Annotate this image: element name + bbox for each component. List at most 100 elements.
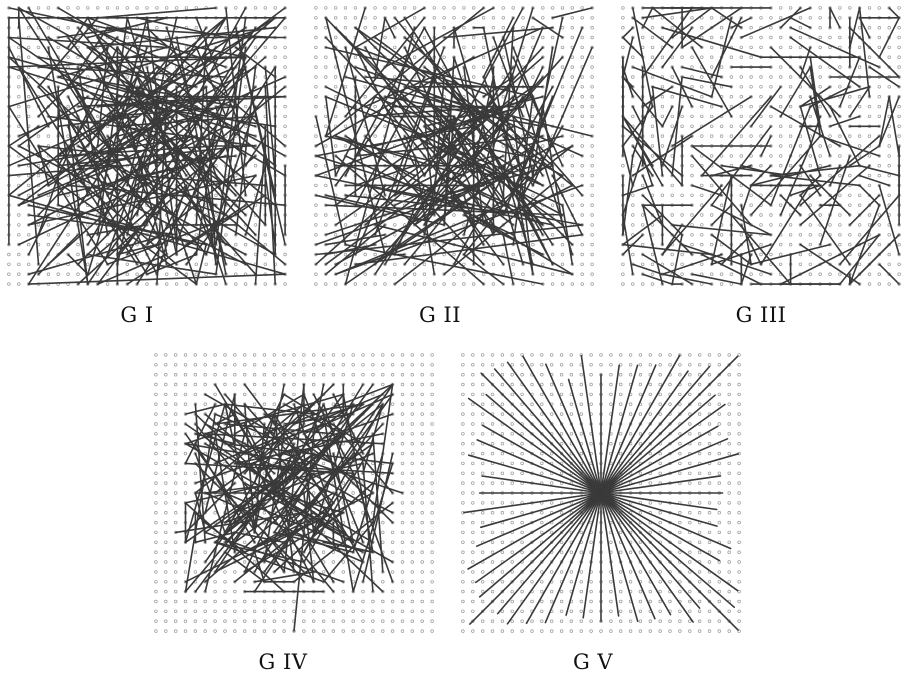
edge [632, 7, 654, 108]
edge [423, 95, 544, 128]
edge [215, 17, 247, 246]
edge [622, 76, 664, 128]
edge [8, 125, 40, 147]
edge [730, 214, 792, 285]
edge [354, 46, 495, 98]
edge [344, 26, 416, 285]
edge [779, 66, 812, 118]
spoke [600, 364, 657, 494]
edge [273, 452, 374, 494]
graph-g1 [7, 6, 287, 286]
edge [325, 224, 386, 276]
edge [362, 462, 374, 593]
edge [532, 184, 574, 206]
edge [661, 26, 693, 68]
spoke [485, 393, 602, 494]
edge [235, 66, 257, 236]
edge [194, 531, 236, 544]
edge [542, 105, 564, 226]
edge [463, 253, 505, 285]
edge [27, 273, 286, 285]
edge [710, 7, 743, 29]
spoke [600, 492, 718, 527]
edge [96, 253, 168, 285]
edge [37, 86, 158, 216]
edge [194, 413, 394, 484]
edge [195, 194, 227, 285]
edge [315, 125, 475, 157]
edge [325, 234, 386, 246]
edge [622, 36, 644, 59]
edge [512, 115, 584, 197]
edge [661, 105, 683, 167]
graph-g2 [314, 6, 594, 286]
edge [315, 56, 475, 147]
edge [423, 105, 524, 137]
edge [532, 46, 554, 177]
edge [632, 145, 654, 177]
edge [224, 442, 394, 465]
edge [799, 164, 871, 226]
edge [413, 135, 485, 206]
edge [184, 403, 226, 544]
edge [433, 164, 485, 206]
edge [325, 95, 337, 177]
spoke [600, 438, 729, 494]
edge [760, 184, 812, 266]
edge [204, 492, 364, 563]
edge [354, 234, 584, 266]
edge [740, 7, 812, 39]
edge [809, 95, 831, 157]
edge [829, 115, 861, 128]
graph-g5 [461, 353, 741, 633]
edge [750, 164, 831, 187]
edge [681, 7, 743, 49]
edge [849, 204, 881, 285]
edge [463, 56, 544, 128]
edge [443, 7, 524, 157]
edge [334, 95, 376, 177]
edge [691, 46, 733, 118]
edge [730, 17, 752, 29]
edge [622, 214, 664, 246]
edge [710, 174, 733, 266]
edge [136, 76, 217, 256]
edge [224, 403, 256, 534]
edge [214, 403, 364, 425]
edge [622, 115, 664, 187]
edge [710, 125, 772, 206]
edge [443, 184, 505, 266]
edge [463, 155, 495, 167]
edge [502, 234, 514, 285]
edge [681, 76, 733, 88]
edge [423, 174, 445, 226]
spoke [582, 492, 602, 619]
edge [878, 95, 891, 147]
edge [214, 541, 325, 583]
edge [57, 204, 198, 246]
edge [283, 531, 374, 553]
spoke [474, 492, 602, 584]
edge [710, 234, 752, 266]
edge [622, 26, 634, 39]
spoke [506, 492, 602, 625]
graph-g4 [154, 353, 434, 633]
edge [96, 17, 129, 236]
edge [710, 164, 752, 177]
edge [799, 86, 831, 108]
edge [315, 224, 584, 256]
edge [283, 442, 295, 484]
edge [106, 56, 267, 197]
edge [224, 403, 236, 415]
edge [332, 393, 364, 455]
spoke [467, 397, 602, 494]
edge [671, 95, 752, 147]
edge [849, 86, 871, 118]
edge [146, 253, 198, 276]
edge [205, 56, 247, 177]
edge [303, 452, 315, 534]
spoke [463, 492, 602, 514]
spoke [600, 492, 718, 511]
edge [849, 194, 881, 226]
edge [195, 36, 207, 226]
